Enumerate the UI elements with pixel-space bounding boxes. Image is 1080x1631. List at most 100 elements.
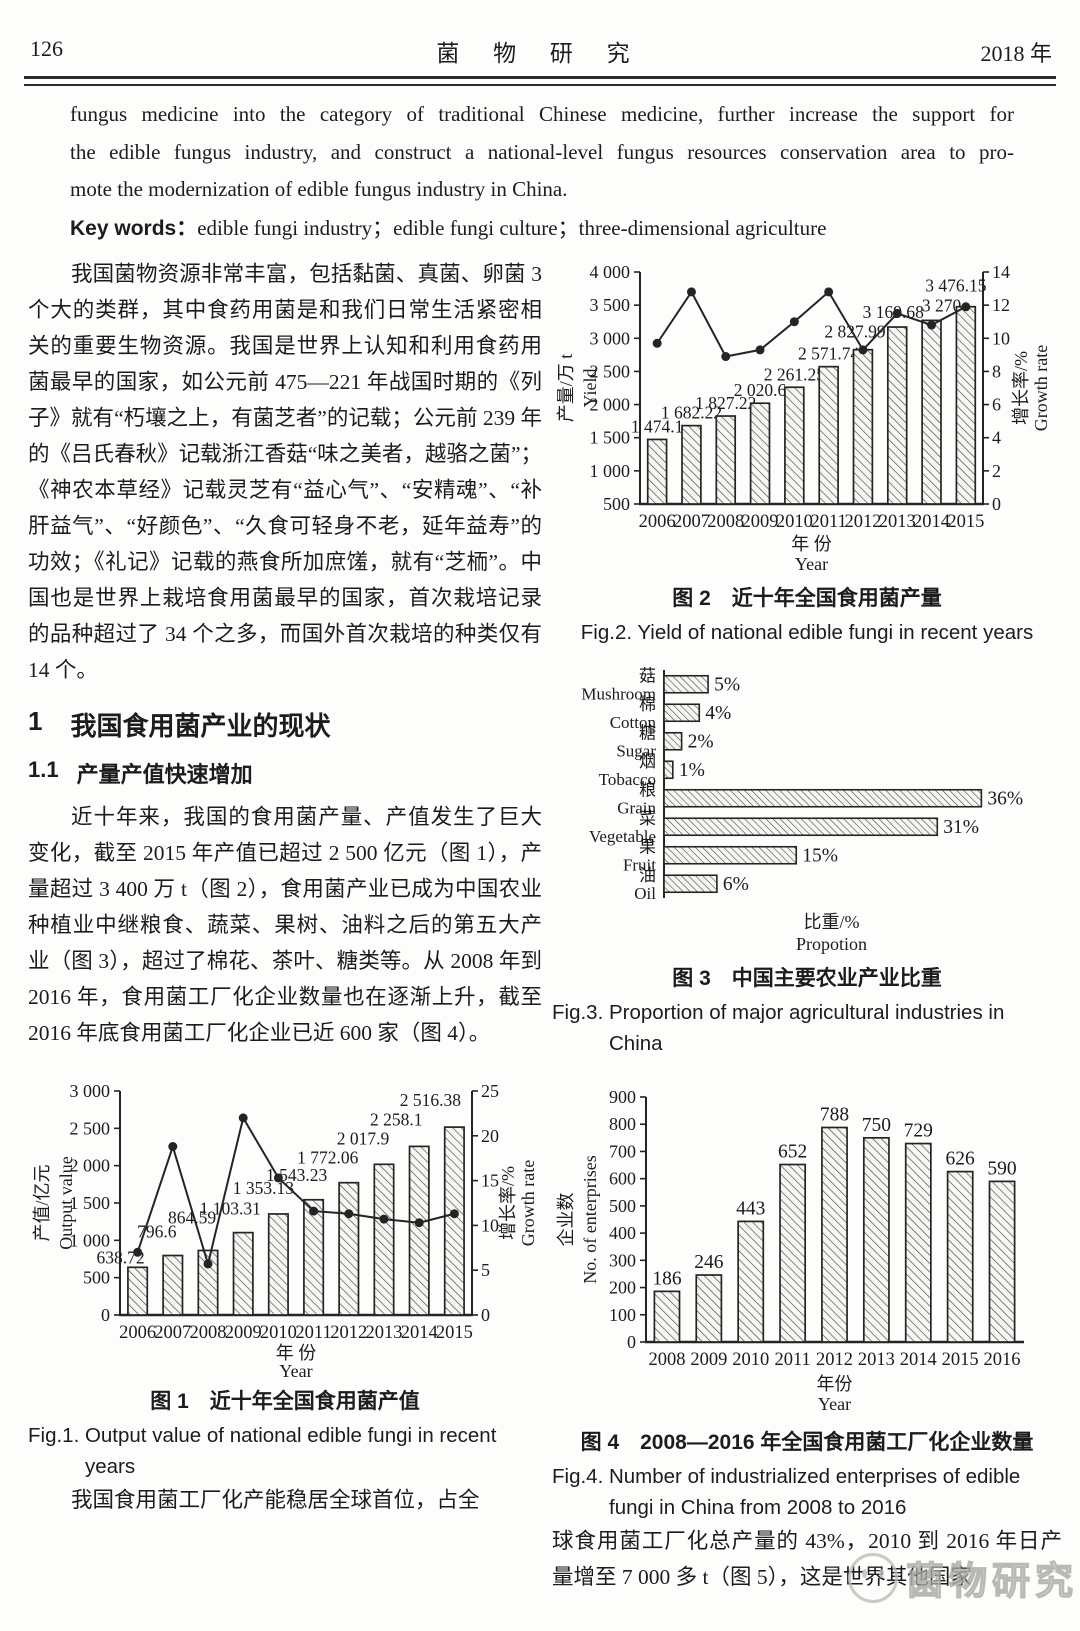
svg-text:企业数: 企业数 xyxy=(556,1193,576,1247)
svg-text:300: 300 xyxy=(609,1250,636,1270)
svg-text:产量/万 t: 产量/万 t xyxy=(556,354,576,423)
svg-text:Growth rate: Growth rate xyxy=(1031,345,1051,431)
svg-text:1%: 1% xyxy=(679,760,705,781)
svg-text:900: 900 xyxy=(609,1087,636,1107)
svg-text:5: 5 xyxy=(481,1260,490,1280)
svg-text:增长率/%: 增长率/% xyxy=(498,1166,518,1240)
keywords-line: Key words：edible fungi industry；edible f… xyxy=(70,210,1014,248)
svg-text:2013: 2013 xyxy=(366,1323,403,1343)
paragraph-growth: 近十年来，我国的食用菌产量、产值发生了巨大变化，截至 2015 年产值已超过 2… xyxy=(28,805,542,1045)
svg-text:14: 14 xyxy=(992,262,1010,282)
abstract-line: mote the modernization of edible fungus … xyxy=(70,177,568,201)
svg-text:2011: 2011 xyxy=(774,1350,810,1370)
fig4-caption-en-line1: Fig.4. Number of industrialized enterpri… xyxy=(552,1465,1021,1488)
svg-text:粮: 粮 xyxy=(639,780,656,799)
svg-text:788: 788 xyxy=(820,1104,849,1125)
svg-text:15: 15 xyxy=(481,1171,499,1191)
svg-text:2: 2 xyxy=(992,461,1001,481)
fig1-caption-zh: 图 1 近十年全国食用菌产值 xyxy=(150,1390,420,1413)
svg-text:棉: 棉 xyxy=(639,695,656,714)
svg-text:15%: 15% xyxy=(802,845,838,866)
svg-text:1 474.1: 1 474.1 xyxy=(631,416,684,436)
svg-text:2009: 2009 xyxy=(690,1350,727,1370)
svg-text:2006: 2006 xyxy=(119,1323,156,1343)
svg-text:2 000: 2 000 xyxy=(590,395,631,415)
svg-text:443: 443 xyxy=(736,1198,765,1219)
svg-text:200: 200 xyxy=(609,1278,636,1298)
svg-text:590: 590 xyxy=(987,1158,1016,1179)
paragraph-capacity: 我国食用菌工厂化产能稳居全球首位，占全 xyxy=(71,1488,480,1512)
svg-text:2011: 2011 xyxy=(810,512,846,532)
svg-text:2013: 2013 xyxy=(858,1350,895,1370)
svg-text:0: 0 xyxy=(627,1332,636,1352)
svg-text:2 261.25: 2 261.25 xyxy=(764,364,826,384)
svg-text:6: 6 xyxy=(992,395,1001,415)
svg-text:Yield: Yield xyxy=(580,369,600,408)
fig1-caption-en: Fig.1. Output value of national edible f… xyxy=(28,1420,542,1482)
fig1-chart: 0 500 1 000 1 500 2 000 2 500 3 000 0 5 10 15 20 25 6… xyxy=(32,1081,538,1377)
svg-text:1 500: 1 500 xyxy=(590,428,631,448)
svg-text:2 827.99: 2 827.99 xyxy=(824,322,886,342)
svg-text:2007: 2007 xyxy=(154,1323,191,1343)
svg-text:2006: 2006 xyxy=(639,512,676,532)
svg-text:0: 0 xyxy=(992,494,1001,514)
svg-text:4: 4 xyxy=(992,428,1001,448)
fig3-caption-en: Fig.3. Proportion of major agricultural … xyxy=(552,997,1062,1059)
svg-text:烟: 烟 xyxy=(639,752,656,771)
svg-text:500: 500 xyxy=(609,1196,636,1216)
svg-text:Tobacco: Tobacco xyxy=(599,770,656,789)
svg-text:500: 500 xyxy=(603,494,630,514)
svg-text:比重/%: 比重/% xyxy=(804,912,860,932)
fig2-caption-en: Fig.2. Yield of national edible fungi in… xyxy=(580,621,1034,644)
svg-text:729: 729 xyxy=(904,1121,933,1142)
svg-text:Propotion: Propotion xyxy=(796,934,867,954)
svg-text:626: 626 xyxy=(946,1149,976,1170)
fig1-caption-en-line1: Fig.1. Output value of national edible f… xyxy=(28,1424,497,1447)
svg-text:Vegetable: Vegetable xyxy=(589,827,656,846)
svg-text:2012: 2012 xyxy=(330,1323,367,1343)
section-1-1-heading: 1.1 产量产值快速增加 xyxy=(28,757,542,789)
svg-text:1 103.31: 1 103.31 xyxy=(200,1199,261,1219)
fig4-caption-en-line2: fungi in China from 2008 to 2016 xyxy=(609,1496,907,1519)
svg-text:年 份: 年 份 xyxy=(276,1343,317,1363)
svg-text:Cotton: Cotton xyxy=(610,713,657,732)
svg-text:2011: 2011 xyxy=(295,1323,331,1343)
svg-text:增长率/%: 增长率/% xyxy=(1011,351,1031,425)
svg-text:400: 400 xyxy=(609,1223,636,1243)
svg-text:年 份: 年 份 xyxy=(791,534,832,554)
svg-text:3 000: 3 000 xyxy=(590,328,631,348)
fig3-caption-en-line1: Fig.3. Proportion of major agricultural … xyxy=(552,1001,1005,1024)
svg-text:750: 750 xyxy=(862,1115,891,1136)
svg-text:652: 652 xyxy=(778,1142,807,1163)
svg-text:糖: 糖 xyxy=(639,723,656,742)
svg-text:8: 8 xyxy=(992,361,1001,381)
left-column: 我国菌物资源非常丰富，包括黏菌、真菌、卵菌 3 个大的类群，其中食药用菌是和我们… xyxy=(28,256,542,1518)
section-1-title: 我国食用菌产业的现状 xyxy=(70,711,331,741)
svg-text:10: 10 xyxy=(992,328,1010,348)
section-1-1-number: 1.1 xyxy=(28,757,59,782)
svg-text:2008: 2008 xyxy=(190,1323,227,1343)
svg-text:年份: 年份 xyxy=(817,1374,853,1394)
keywords-label: Key words： xyxy=(70,216,198,240)
svg-text:Year: Year xyxy=(795,554,828,574)
fig4-caption-en: Fig.4. Number of industrialized enterpri… xyxy=(552,1461,1062,1523)
right-column: 500 1 000 1 500 2 000 2 500 3 000 3 500 4 000 0 2… xyxy=(552,256,1062,1595)
svg-text:36%: 36% xyxy=(987,788,1023,809)
svg-text:2012: 2012 xyxy=(844,512,881,532)
svg-text:3 500: 3 500 xyxy=(590,295,631,315)
svg-text:Year: Year xyxy=(279,1361,312,1377)
svg-text:Growth rate: Growth rate xyxy=(518,1160,538,1246)
abstract-line: the edible fungus industry, and construc… xyxy=(70,139,1014,164)
paragraph-intro: 我国菌物资源非常丰富，包括黏菌、真菌、卵菌 3 个大的类群，其中食药用菌是和我们… xyxy=(28,262,542,682)
svg-text:产值/亿元: 产值/亿元 xyxy=(32,1164,52,1241)
svg-text:638.72: 638.72 xyxy=(97,1247,145,1267)
svg-text:2014: 2014 xyxy=(900,1350,937,1370)
svg-text:246: 246 xyxy=(694,1252,724,1273)
section-1-heading: 1 我国食用菌产业的现状 xyxy=(28,706,542,743)
svg-text:12: 12 xyxy=(992,295,1010,315)
svg-text:2 500: 2 500 xyxy=(590,361,631,381)
section-1-1-title: 产量产值快速增加 xyxy=(76,762,253,787)
svg-text:25: 25 xyxy=(481,1081,499,1101)
